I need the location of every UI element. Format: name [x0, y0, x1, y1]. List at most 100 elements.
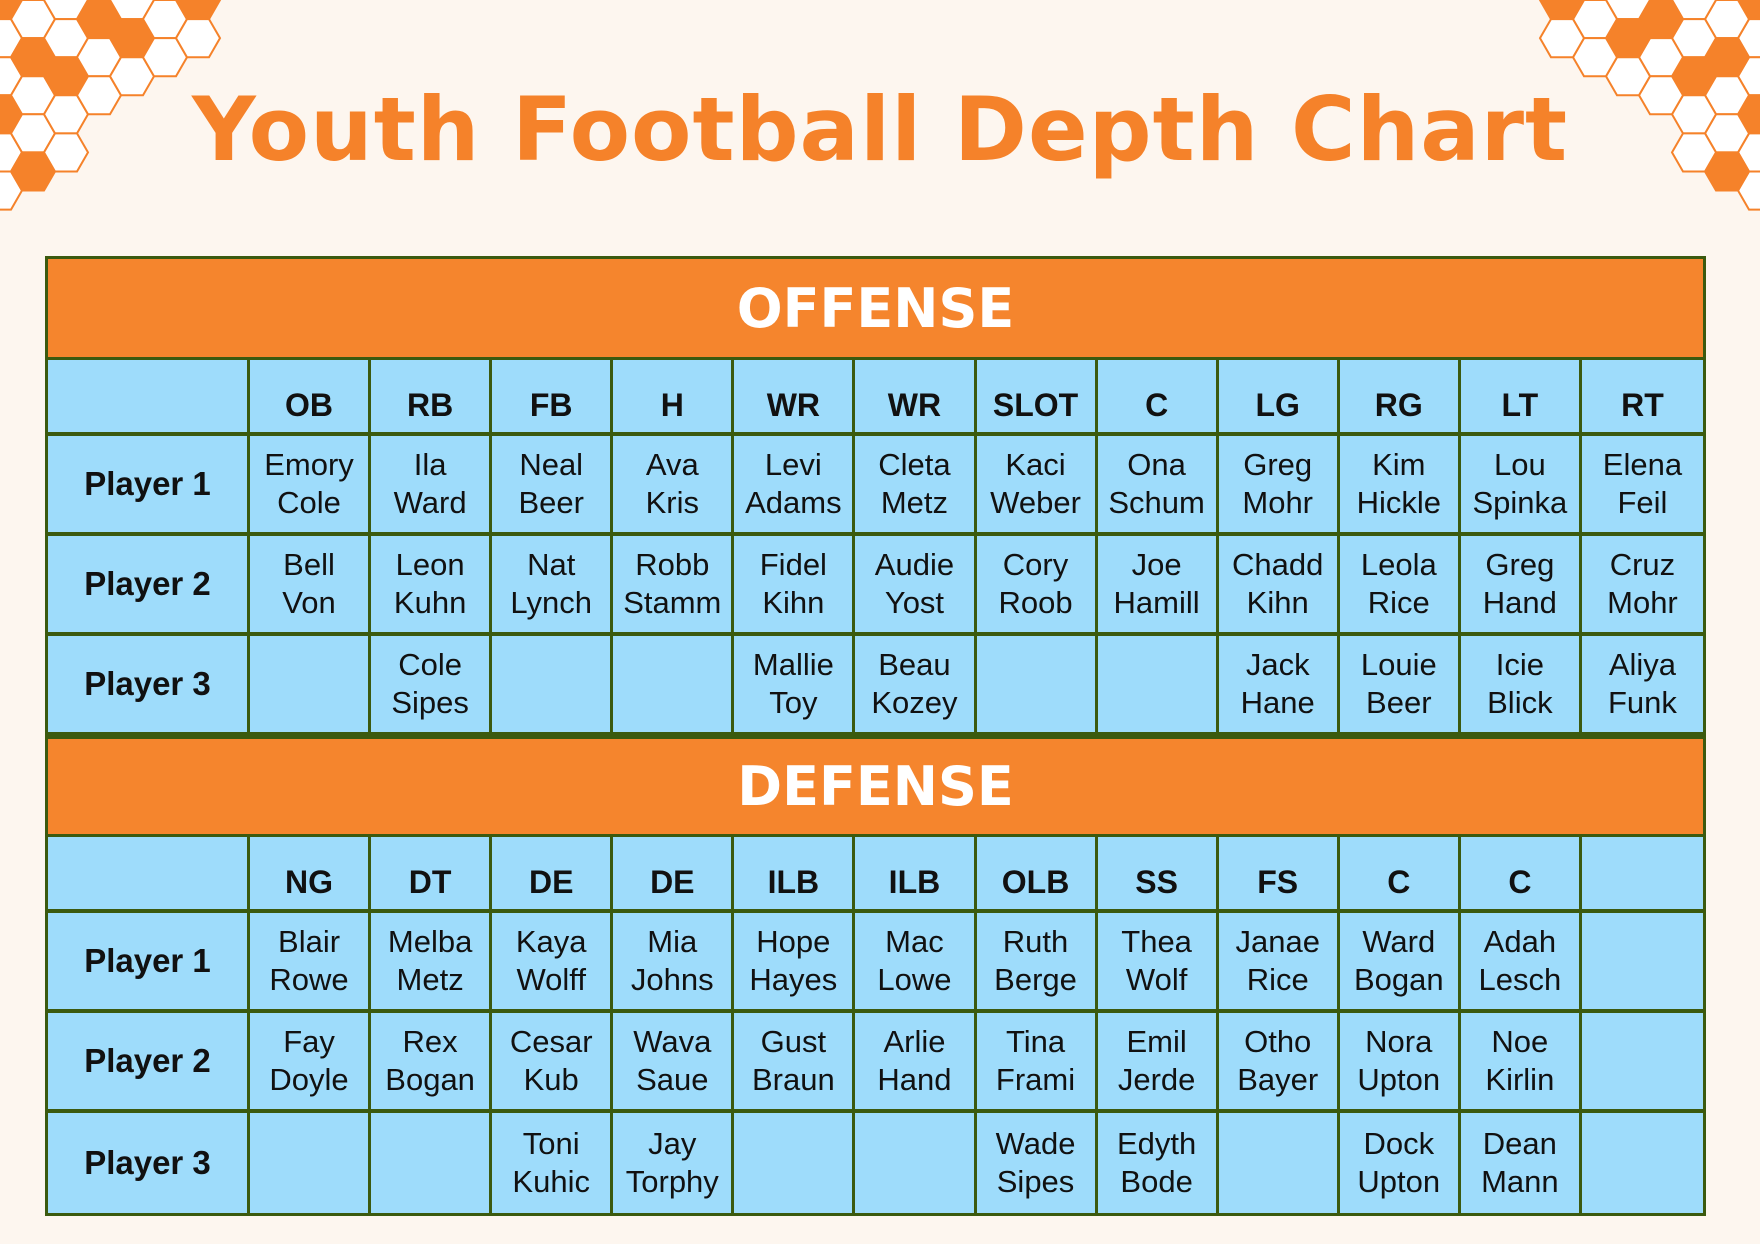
player-name: Emil Jerde	[1117, 1024, 1196, 1097]
player-name: Audie Yost	[874, 547, 955, 620]
player-cell: Otho Bayer	[1219, 1013, 1340, 1109]
player-name: Leon Kuhn	[393, 547, 467, 620]
player-cell	[855, 1113, 977, 1213]
player-name: Nora Upton	[1357, 1024, 1441, 1097]
table-row: Player 3 Toni Kuhic Jay Torphy Wade Sipes Ed…	[48, 1113, 1703, 1213]
player-name: Kaya Wolff	[515, 924, 587, 997]
player-cell: Kaya Wolff	[492, 913, 614, 1009]
hexagon-shape	[1736, 0, 1760, 21]
player-name: Adah Lesch	[1478, 924, 1562, 997]
player-name: Mac Lowe	[877, 924, 952, 997]
player-cell	[1582, 1013, 1703, 1109]
player-name: Neal Beer	[518, 447, 584, 520]
row-label: Player 3	[48, 1113, 250, 1213]
position-header: DT	[371, 837, 493, 909]
row-label: Player 1	[48, 913, 250, 1009]
player-cell: Emil Jerde	[1098, 1013, 1219, 1109]
position-header: ILB	[734, 837, 856, 909]
player-name: Fidel Kihn	[759, 547, 827, 620]
player-name: Ona Schum	[1108, 447, 1205, 520]
player-cell: Ava Kris	[613, 436, 735, 532]
player-name: Levi Adams	[745, 447, 842, 520]
player-name: Ruth Berge	[994, 924, 1077, 997]
player-name: Lou Spinka	[1472, 447, 1568, 520]
player-cell: Wade Sipes	[977, 1113, 1098, 1213]
player-cell: Icie Blick	[1461, 636, 1582, 732]
player-name: Robb Stamm	[623, 547, 722, 620]
position-header: C	[1461, 837, 1582, 909]
player-name: Gust Braun	[751, 1024, 835, 1097]
player-name: Cole Sipes	[391, 647, 469, 720]
position-header: DE	[492, 837, 614, 909]
position-header: DE	[613, 837, 735, 909]
player-cell: Robb Stamm	[613, 536, 735, 632]
player-cell: Cory Roob	[977, 536, 1098, 632]
table-row: Player 3 Cole Sipes Mallie Toy Beau Kozey Ja…	[48, 636, 1703, 736]
player-cell: Leola Rice	[1340, 536, 1461, 632]
player-name: Kim Hickle	[1356, 447, 1441, 520]
player-name: Tina Frami	[995, 1024, 1076, 1097]
offense-banner: OFFENSE	[48, 259, 1703, 360]
player-cell: Bell Von	[250, 536, 372, 632]
player-cell: Lou Spinka	[1461, 436, 1582, 532]
player-name: Cesar Kub	[509, 1024, 593, 1097]
player-cell: Cesar Kub	[492, 1013, 614, 1109]
player-cell: Greg Hand	[1461, 536, 1582, 632]
player-cell	[250, 1113, 372, 1213]
player-name: Emory Cole	[264, 447, 354, 520]
player-name: Greg Mohr	[1242, 447, 1314, 520]
position-header: WR	[855, 360, 977, 432]
position-header: ILB	[855, 837, 977, 909]
player-cell: Jay Torphy	[613, 1113, 735, 1213]
player-cell: Tina Frami	[977, 1013, 1098, 1109]
player-cell: Noe Kirlin	[1461, 1013, 1582, 1109]
player-name: Elena Feil	[1602, 447, 1683, 520]
player-name: Aliya Funk	[1607, 647, 1677, 720]
player-cell: Leon Kuhn	[371, 536, 493, 632]
position-header: C	[1098, 360, 1219, 432]
player-cell: Louie Beer	[1340, 636, 1461, 732]
player-name: Kaci Weber	[990, 447, 1081, 520]
player-cell: Kaci Weber	[977, 436, 1098, 532]
player-name: Cory Roob	[998, 547, 1073, 620]
position-header: LG	[1219, 360, 1340, 432]
player-name: Ward Bogan	[1353, 924, 1444, 997]
player-name: Mia Johns	[630, 924, 714, 997]
page-title: Youth Football Depth Chart	[191, 78, 1569, 181]
player-name: Thea Wolf	[1121, 924, 1192, 997]
position-header: SLOT	[977, 360, 1098, 432]
player-name: Noe Kirlin	[1485, 1024, 1555, 1097]
player-cell: Nora Upton	[1340, 1013, 1461, 1109]
player-cell	[492, 636, 614, 732]
player-name: Otho Bayer	[1237, 1024, 1319, 1097]
hexagon-shape	[42, 132, 90, 173]
player-cell: Ona Schum	[1098, 436, 1219, 532]
player-cell: Ila Ward	[371, 436, 493, 532]
player-name: Jack Hane	[1240, 647, 1315, 720]
player-name: Dock Upton	[1357, 1126, 1441, 1199]
position-header: RT	[1621, 387, 1664, 423]
player-cell: Mia Johns	[613, 913, 735, 1009]
player-name: Fay Doyle	[269, 1024, 349, 1097]
player-name: Louie Beer	[1360, 647, 1437, 720]
position-header: SS	[1098, 837, 1219, 909]
position-header: NG	[250, 837, 372, 909]
player-cell: Rex Bogan	[371, 1013, 493, 1109]
position-header: OLB	[977, 837, 1098, 909]
header-corner-cell	[48, 360, 250, 432]
hexagon-shape	[1538, 18, 1586, 59]
player-cell: Gust Braun	[734, 1013, 856, 1109]
position-header-row: OB RB FB H WR WR SLOT C LG RG LT RT	[48, 360, 1703, 436]
player-cell: Hope Hayes	[734, 913, 856, 1009]
player-cell	[1582, 913, 1703, 1009]
player-cell	[1098, 636, 1219, 732]
hexagon-pattern-right	[1538, 0, 1760, 211]
player-cell: Beau Kozey	[855, 636, 977, 732]
position-header: FB	[492, 360, 614, 432]
player-name: Ava Kris	[645, 447, 699, 520]
player-cell: Fay Doyle	[250, 1013, 372, 1109]
player-name: Joe Hamill	[1113, 547, 1200, 620]
player-name: Wade Sipes	[995, 1126, 1076, 1199]
player-cell: Mallie Toy	[734, 636, 856, 732]
player-name: Jay Torphy	[625, 1126, 719, 1199]
